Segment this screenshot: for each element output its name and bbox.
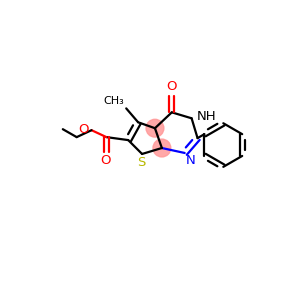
Text: NH: NH bbox=[196, 110, 216, 123]
Circle shape bbox=[146, 119, 164, 137]
Text: CH₃: CH₃ bbox=[103, 96, 124, 106]
Text: S: S bbox=[137, 156, 145, 169]
Circle shape bbox=[153, 139, 171, 157]
Text: N: N bbox=[186, 154, 195, 167]
Text: O: O bbox=[78, 123, 88, 136]
Text: O: O bbox=[100, 154, 111, 167]
Text: O: O bbox=[167, 80, 177, 92]
